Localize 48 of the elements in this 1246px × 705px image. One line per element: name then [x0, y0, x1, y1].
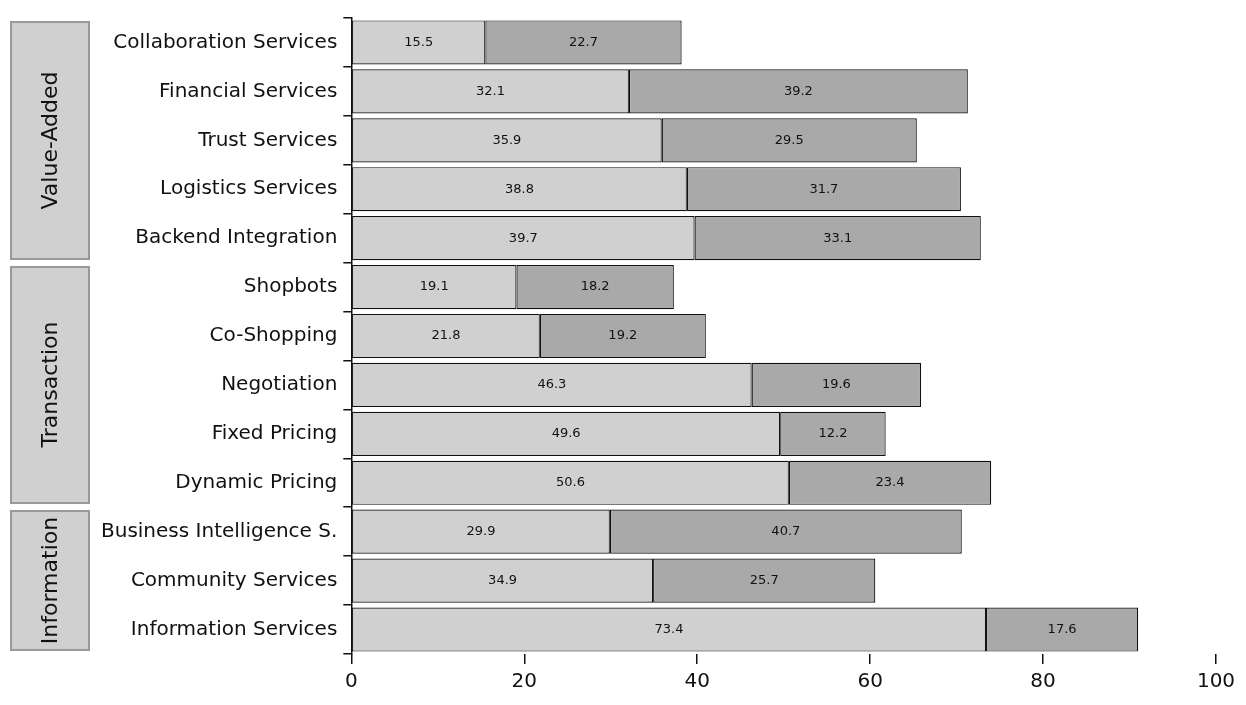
data-label: 25.7 — [749, 571, 779, 587]
data-label: 34.9 — [488, 571, 518, 587]
text: Transaction — [37, 321, 63, 448]
y-tick-label: Dynamic Pricing — [175, 468, 338, 493]
data-label: 12.2 — [818, 425, 848, 441]
text: Information — [37, 516, 63, 645]
y-tick-label: Collaboration Services — [113, 28, 338, 53]
x-tick-label: 0 — [344, 668, 358, 693]
data-label: 39.2 — [783, 82, 813, 98]
data-label: 35.9 — [492, 131, 522, 147]
y-tick-label: Financial Services — [159, 77, 338, 102]
data-label: 38.8 — [504, 180, 534, 196]
y-tick-label: Negotiation — [221, 371, 338, 396]
y-tick-label: Backend Integration — [135, 224, 338, 249]
x-tick-label: 80 — [1030, 668, 1056, 693]
data-label: 29.9 — [466, 523, 496, 539]
data-label: 21.8 — [431, 327, 461, 343]
y-tick-label: Trust Services — [197, 126, 338, 151]
y-tick-label: Community Services — [130, 566, 338, 591]
data-label: 15.5 — [404, 33, 434, 49]
x-tick-label: 100 — [1196, 668, 1236, 693]
x-tick-label: 40 — [684, 668, 710, 693]
data-label: 46.3 — [537, 376, 567, 392]
data-label: 33.1 — [823, 229, 853, 245]
data-label: 19.2 — [608, 327, 638, 343]
x-tick-label: 60 — [857, 668, 883, 693]
data-label: 31.7 — [809, 180, 839, 196]
data-label: 40.7 — [771, 523, 801, 539]
data-label: 39.7 — [508, 229, 538, 245]
data-label: 23.4 — [875, 474, 905, 490]
y-tick-label: Business Intelligence S. — [101, 517, 338, 542]
data-label: 19.6 — [821, 376, 851, 392]
data-label: 73.4 — [654, 620, 684, 636]
data-label: 17.6 — [1047, 620, 1077, 636]
data-label: 32.1 — [476, 82, 505, 98]
data-label: 49.6 — [551, 425, 581, 441]
y-tick-label: Co-Shopping — [209, 322, 338, 347]
data-label: 50.6 — [555, 474, 585, 490]
x-tick-label: 20 — [511, 668, 537, 693]
text: Value-Added — [37, 71, 63, 210]
data-label: 19.1 — [419, 278, 449, 294]
data-label: 22.7 — [569, 33, 598, 49]
y-tick-label: Shopbots — [243, 273, 338, 298]
y-tick-label: Information Services — [130, 615, 338, 640]
data-label: 29.5 — [774, 131, 804, 147]
y-tick-label: Logistics Services — [160, 175, 338, 200]
y-tick-label: Fixed Pricing — [211, 420, 338, 445]
data-label: 18.2 — [580, 278, 610, 294]
